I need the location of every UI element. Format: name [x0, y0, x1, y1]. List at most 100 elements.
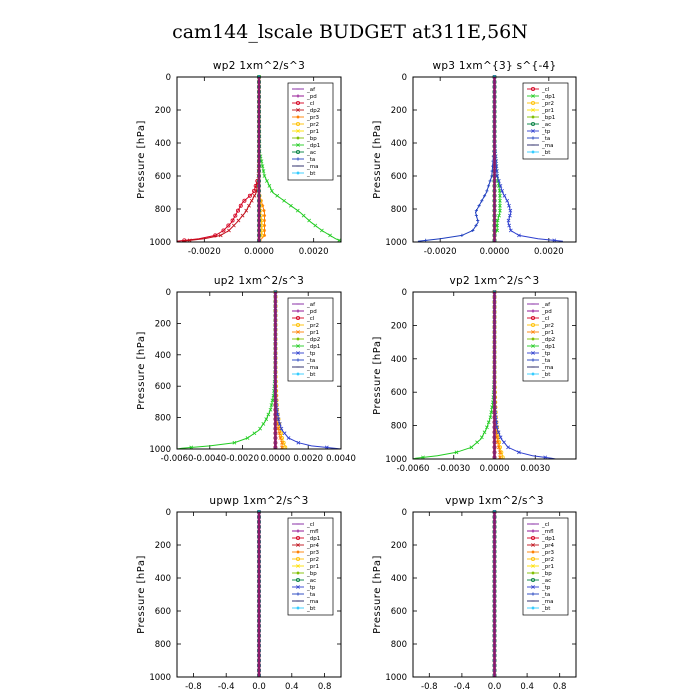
ytick-label: 200 — [391, 106, 407, 116]
series-marker — [490, 174, 494, 178]
panel-up2: up2 1xm^2/s^3 Pressure [hPa] 0 200 400 600 800… — [136, 275, 356, 464]
legend-label: _ta — [306, 157, 315, 163]
ytick-label: 800 — [391, 422, 407, 432]
legend-label: _dp1 — [306, 143, 320, 149]
series-marker — [244, 208, 249, 213]
panel-title-vp2: vp2 1xm^2/s^3 — [450, 275, 540, 287]
series-marker — [262, 174, 267, 178]
legend-label: _bp — [306, 136, 317, 142]
legend-marker — [296, 171, 300, 175]
legend-marker — [296, 592, 300, 596]
series-marker — [490, 405, 494, 410]
series-marker — [485, 189, 489, 193]
ylabel-vpwp: Pressure [hPa] — [372, 555, 383, 634]
xtick-label: -0.0020 — [226, 454, 259, 464]
legend-marker — [296, 143, 300, 147]
legend-upwp: _cl_mfl_dp1_pr4_pr3_pr2_pr1_bp_ac_tp_ta_… — [287, 517, 334, 616]
series-marker — [247, 203, 251, 208]
ylabel-vp2: Pressure [hPa] — [372, 336, 383, 415]
series-marker — [500, 188, 504, 193]
legend-label: _dp2 — [541, 337, 555, 343]
series-marker — [269, 188, 274, 193]
series-marker — [262, 233, 267, 237]
panel-title-wp3: wp3 1xm^{3} s^{-4} — [432, 60, 556, 72]
figure-title: cam144_lscale BUDGET at311E,56N — [172, 21, 528, 43]
series-marker — [268, 407, 273, 412]
legend-label: _pd — [541, 309, 552, 315]
series-marker — [502, 440, 506, 445]
ytick-label: 0 — [166, 73, 171, 83]
xtick-label: -0.0020 — [188, 247, 221, 257]
series-marker — [507, 223, 512, 228]
series-marker — [262, 218, 267, 223]
series-marker — [262, 209, 266, 213]
legend-marker — [531, 372, 535, 376]
legend-marker — [295, 315, 300, 320]
legend-marker — [296, 571, 300, 575]
legend-marker — [296, 330, 300, 334]
xtick-label: -0.8 — [421, 682, 438, 692]
ytick-label: 400 — [391, 355, 407, 365]
legend-label: _mfl — [306, 529, 319, 535]
series-marker — [475, 440, 479, 445]
legend-marker — [296, 344, 300, 348]
xtick-label: -0.4 — [218, 682, 235, 692]
legend-marker — [531, 344, 535, 348]
xtick-label: 0.0000 — [244, 247, 274, 257]
ytick-label: 1000 — [149, 238, 171, 248]
legend-marker — [531, 129, 535, 133]
legend-marker — [295, 122, 300, 127]
legend-marker — [531, 108, 535, 112]
legend-label: _ma — [306, 365, 318, 371]
xtick-label: 0.0020 — [299, 247, 329, 257]
xtick-label: 0.4 — [520, 682, 534, 692]
series-marker — [262, 228, 267, 233]
legend-marker — [295, 578, 300, 583]
legend-marker — [295, 101, 300, 106]
panel-vpwp: vpwp 1xm^2/s^3 Pressure [hPa] 0 200 400 600 80… — [372, 495, 577, 692]
legend-marker — [296, 351, 300, 355]
legend-label: _pr2 — [306, 557, 319, 563]
panels-container: wp2 1xm^2/s^3 Pressure [hPa] 0 200 400 600 800… — [136, 60, 577, 692]
panel-vp2: vp2 1xm^2/s^3 Pressure [hPa] 0 200 400 600 800… — [372, 275, 577, 474]
series-marker — [295, 208, 300, 213]
legend-marker — [296, 564, 300, 568]
series-marker — [502, 193, 507, 198]
series-marker — [275, 193, 280, 198]
legend-marker — [531, 315, 536, 320]
legend-label: _dp1 — [541, 344, 555, 350]
legend-marker — [531, 578, 536, 583]
legend-wp2: _af_pd_cl_dp2_pr3_pr2_pr1_bp_dp1_ac_ta_m… — [287, 82, 334, 181]
ytick-label: 200 — [155, 106, 171, 116]
series-marker — [477, 204, 481, 208]
legend-marker — [296, 550, 300, 554]
series-marker — [262, 223, 267, 228]
ytick-label: 0 — [402, 288, 407, 298]
legend-label: _tp — [541, 129, 551, 135]
legend-marker — [296, 372, 300, 376]
series-dp1 — [412, 290, 497, 460]
legend-marker — [531, 115, 535, 119]
legend-label: _cl — [541, 522, 550, 528]
legend-label: _pr3 — [306, 115, 320, 121]
legend-label: _tp — [541, 585, 551, 591]
ylabel-upwp: Pressure [hPa] — [136, 555, 147, 634]
legend-marker — [295, 536, 300, 541]
legend-marker — [531, 330, 535, 334]
series-marker — [319, 228, 324, 233]
series-marker — [517, 233, 521, 238]
plot-frame — [176, 291, 342, 450]
xtick-label: -0.0060 — [397, 464, 430, 474]
legend-label: _pr3 — [306, 550, 320, 556]
series-marker — [495, 174, 500, 178]
ytick-label: 0 — [166, 288, 171, 298]
ytick-label: 1000 — [385, 455, 407, 465]
ytick-label: 800 — [155, 205, 171, 215]
legend-marker — [296, 585, 300, 589]
series-marker — [265, 179, 269, 183]
legend-label: _bt — [306, 171, 316, 177]
series-marker — [282, 431, 287, 436]
plot-frame — [176, 511, 342, 678]
legend-marker — [296, 115, 300, 119]
legend-marker — [531, 550, 535, 554]
